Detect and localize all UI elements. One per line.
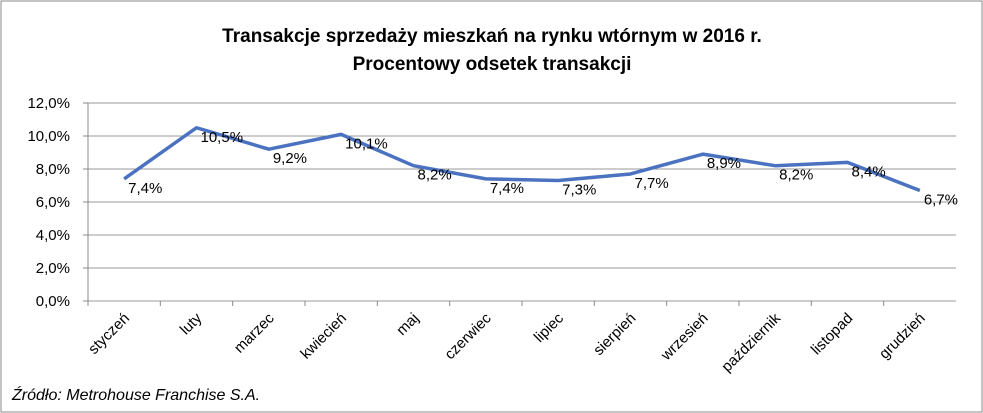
y-tick-label: 6,0% — [36, 194, 70, 211]
y-tick-label: 8,0% — [36, 161, 70, 178]
y-tick-label: 10,0% — [27, 128, 70, 145]
source-note: Źródło: Metrohouse Franchise S.A. — [11, 385, 260, 404]
data-label: 7,7% — [635, 175, 669, 192]
data-label: 6,7% — [924, 191, 958, 208]
y-tick-label: 0,0% — [36, 293, 70, 310]
data-label: 7,4% — [490, 180, 524, 197]
data-label: 8,2% — [779, 167, 813, 184]
data-line — [123, 126, 921, 193]
y-tick-label: 12,0% — [27, 95, 70, 112]
data-label: 8,2% — [418, 167, 452, 184]
data-label: 8,9% — [707, 155, 741, 172]
chart-subtitle: Procentowy odsetek transakcji — [353, 54, 632, 75]
data-label: 7,4% — [128, 180, 162, 197]
y-tick-label: 4,0% — [36, 227, 70, 244]
data-label: 8,4% — [852, 163, 886, 180]
data-label: 10,5% — [201, 129, 244, 146]
chart-title: Transakcje sprzedaży mieszkań na rynku w… — [222, 26, 762, 47]
data-label: 10,1% — [345, 135, 388, 152]
data-label: 7,3% — [562, 182, 596, 199]
data-label: 9,2% — [273, 150, 307, 167]
y-tick-label: 2,0% — [36, 260, 70, 277]
